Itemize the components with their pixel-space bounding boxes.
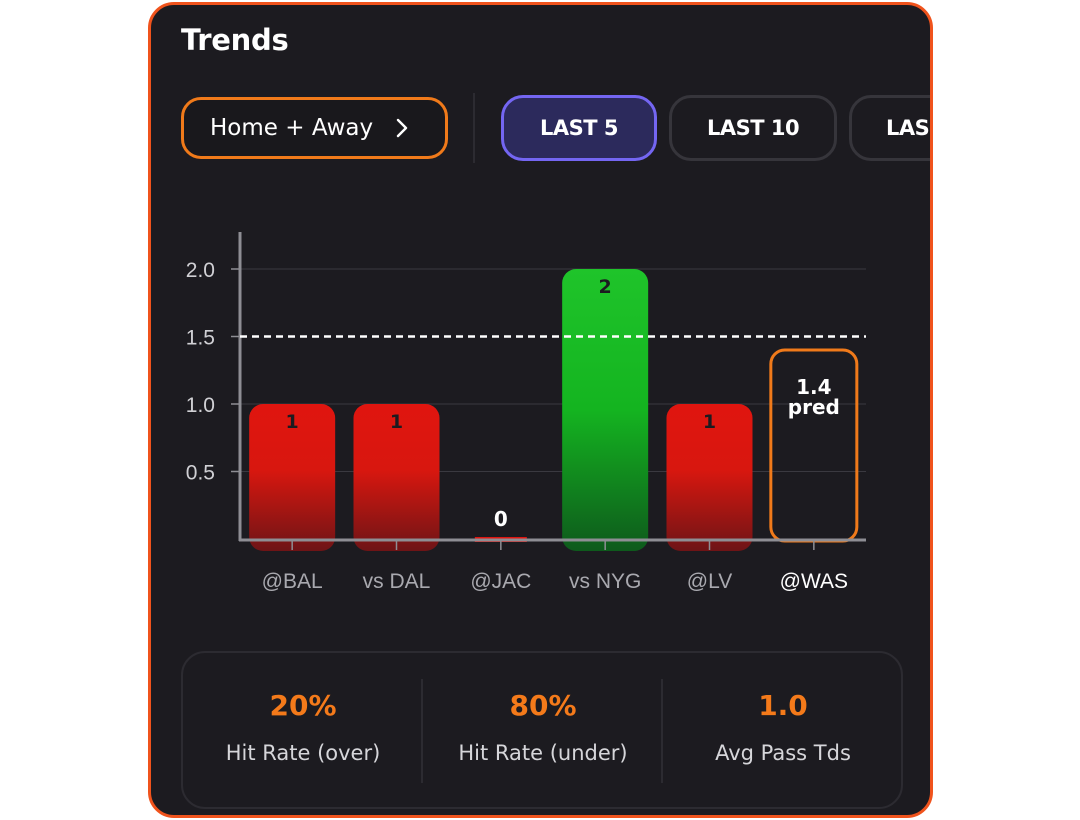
- x-tick-label: vs NYG: [569, 570, 641, 593]
- stat-label: Hit Rate (over): [225, 741, 381, 765]
- bar-value-label: 1: [390, 411, 403, 433]
- trends-card: Trends Home + Away LAST 5 LAST 10 LAS 0.…: [148, 2, 933, 818]
- bar-value-label: 1: [286, 411, 299, 433]
- x-tick-label: @LV: [687, 570, 732, 593]
- stat-divider: [661, 679, 663, 783]
- tab-last-5[interactable]: LAST 5: [501, 95, 657, 161]
- tab-last-10[interactable]: LAST 10: [669, 95, 837, 161]
- bar-value-label: 1: [703, 411, 716, 433]
- y-tick-label: 2.0: [186, 259, 215, 282]
- bar: [353, 404, 440, 551]
- x-tick-label: vs DAL: [363, 570, 431, 593]
- stat-label: Avg Pass Tds: [715, 741, 851, 765]
- x-tick-label: @BAL: [262, 570, 323, 593]
- bar: [249, 404, 336, 551]
- filter-label: Home + Away: [210, 115, 374, 141]
- bar: [666, 404, 753, 551]
- stat-divider: [421, 679, 423, 783]
- bar: [562, 269, 649, 551]
- x-tick-label: @WAS: [780, 570, 848, 593]
- bar-value-label: 0: [494, 507, 508, 531]
- y-tick-label: 1.0: [186, 394, 215, 417]
- stat-value: 80%: [509, 689, 577, 722]
- home-away-filter-button[interactable]: Home + Away: [181, 97, 448, 159]
- x-tick-label: @JAC: [470, 570, 531, 593]
- chevron-right-icon: [396, 118, 408, 138]
- y-tick-label: 0.5: [186, 462, 215, 485]
- stat-hit-rate-over: 20% Hit Rate (over): [183, 653, 423, 807]
- stat-hit-rate-under: 80% Hit Rate (under): [423, 653, 663, 807]
- stat-value: 20%: [269, 689, 337, 722]
- stat-value: 1.0: [758, 689, 808, 722]
- filter-divider: [473, 93, 475, 163]
- stat-label: Hit Rate (under): [458, 741, 628, 765]
- panel-title: Trends: [181, 23, 289, 57]
- y-tick-label: 1.5: [186, 327, 215, 350]
- stats-panel: 20% Hit Rate (over) 80% Hit Rate (under)…: [181, 651, 903, 809]
- prediction-text-label: pred: [788, 395, 840, 419]
- tab-last-more[interactable]: LAS: [849, 95, 930, 161]
- bar-value-label: 2: [599, 276, 612, 298]
- prediction-value-label: 1.4: [796, 375, 831, 399]
- stat-avg-pass-tds: 1.0 Avg Pass Tds: [663, 653, 903, 807]
